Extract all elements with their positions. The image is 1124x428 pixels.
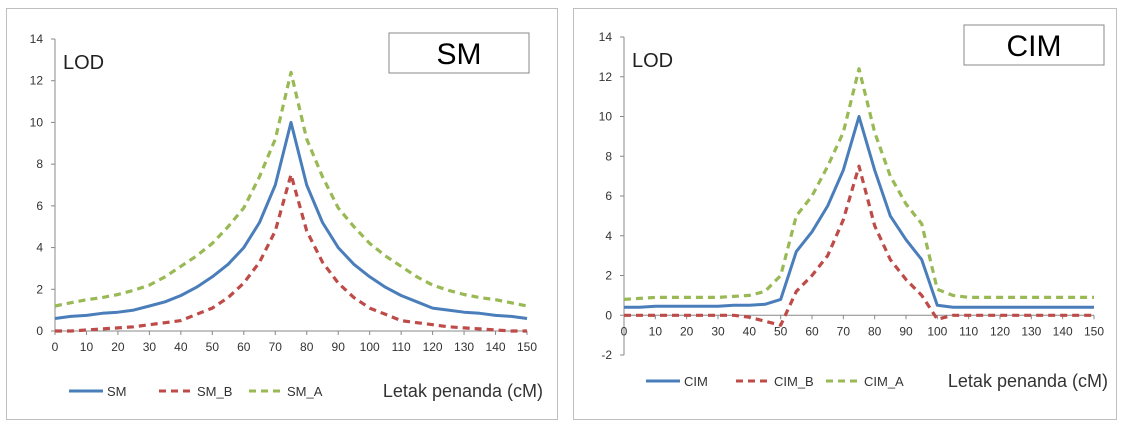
y-tick-label: 8 <box>36 157 43 171</box>
legend-label-sm-b: SM_B <box>197 384 232 399</box>
chart-panel-cim: -2 0 2 4 6 8 10 12 14 0 10 20 30 40 50 60 70 80 90 100 110 12… <box>573 8 1117 420</box>
x-tick-label: 150 <box>517 340 537 354</box>
x-tick-label: 110 <box>959 324 978 338</box>
x-tick-label: 60 <box>805 324 819 338</box>
y-tick-label: 14 <box>599 30 613 44</box>
x-tick-label: 90 <box>332 340 346 354</box>
y-tick-label: 6 <box>605 189 612 203</box>
x-tick-label: 150 <box>1084 324 1104 338</box>
x-tick-label: 40 <box>743 324 757 338</box>
series-line-cim <box>624 115 1094 309</box>
y-tick-label: 4 <box>605 229 612 243</box>
x-tick-label: 60 <box>237 340 251 354</box>
y-axis-label: LOD <box>632 50 673 72</box>
x-tick-label: 30 <box>711 324 725 338</box>
legend-label-cim-a: CIM_A <box>864 374 904 389</box>
x-tick-label: 70 <box>837 324 851 338</box>
y-tick-label: 0 <box>605 308 612 322</box>
legend-label-sm-a: SM_A <box>287 384 323 399</box>
x-tick-label: 20 <box>680 324 694 338</box>
x-axis-label: Letak penanda (cM) <box>383 381 543 401</box>
series-line-cim-a <box>623 67 1094 301</box>
x-tick-label: 130 <box>1021 324 1041 338</box>
x-tick-label: 120 <box>990 324 1010 338</box>
y-tick-label: 4 <box>36 241 43 255</box>
y-tick-label: 6 <box>36 199 43 213</box>
x-tick-label: 110 <box>392 340 411 354</box>
x-tick-label: 130 <box>454 340 474 354</box>
x-tick-label: 80 <box>300 340 314 354</box>
x-tick-label: 0 <box>621 324 628 338</box>
title-box <box>388 32 530 74</box>
x-tick-label: 10 <box>649 324 663 338</box>
y-tick-label: 2 <box>605 269 612 283</box>
y-axis-label: LOD <box>63 52 104 74</box>
x-tick-label: 40 <box>174 340 188 354</box>
y-tick-label: 2 <box>36 282 43 296</box>
x-tick-label: 90 <box>899 324 913 338</box>
title-box <box>963 24 1105 66</box>
chart-panel-sm: 0 2 4 6 8 10 12 14 0 10 20 30 40 50 60 70 80 90 100 110 120 1… <box>6 8 558 420</box>
y-tick-label: -2 <box>601 348 612 362</box>
x-tick-label: 120 <box>423 340 443 354</box>
y-tick-label: 0 <box>36 324 43 338</box>
y-tick-label: 12 <box>599 70 613 84</box>
x-tick-label: 70 <box>269 340 283 354</box>
y-tick-label: 8 <box>605 149 612 163</box>
y-tick-label: 14 <box>30 32 44 46</box>
y-tick-label: 10 <box>599 110 613 124</box>
x-tick-label: 140 <box>1053 324 1073 338</box>
series-line-sm <box>54 120 528 320</box>
x-tick-label: 100 <box>360 340 380 354</box>
x-tick-label: 80 <box>868 324 882 338</box>
x-tick-label: 140 <box>486 340 506 354</box>
legend-label-cim: CIM <box>684 374 708 389</box>
x-tick-label: 10 <box>80 340 94 354</box>
x-tick-label: 30 <box>143 340 157 354</box>
chart-title: SM <box>437 38 482 71</box>
series-line-cim-b <box>624 164 1094 327</box>
x-tick-label: 50 <box>206 340 220 354</box>
y-tick-label: 10 <box>30 115 44 129</box>
legend-label-sm: SM <box>107 384 127 399</box>
y-tick-label: 12 <box>30 74 44 88</box>
series-line-sm-a <box>54 70 528 308</box>
chart-title: CIM <box>1007 30 1062 63</box>
x-tick-label: 0 <box>52 340 59 354</box>
series-line-sm-b <box>55 173 527 333</box>
legend-label-cim-b: CIM_B <box>774 374 814 389</box>
x-tick-label: 100 <box>927 324 947 338</box>
x-tick-label: 20 <box>111 340 125 354</box>
x-axis-label: Letak penanda (cM) <box>948 371 1108 391</box>
x-tick-label: 50 <box>774 324 788 338</box>
